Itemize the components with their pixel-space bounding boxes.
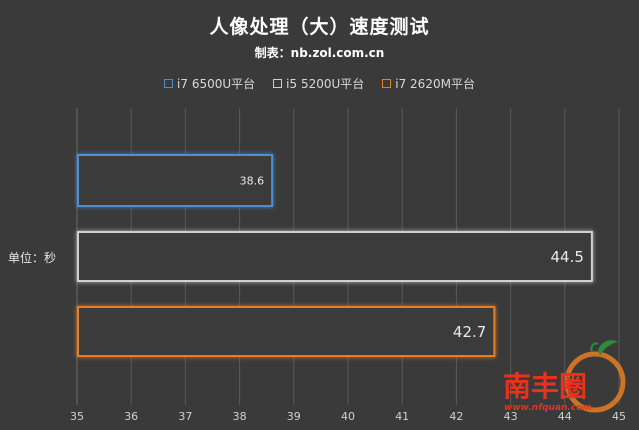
unit-label: 单位：秒 — [8, 251, 57, 265]
x-tick-label: 41 — [395, 410, 409, 423]
bar-value-label: 42.7 — [453, 323, 486, 341]
bar-1 — [77, 154, 274, 207]
bar-value-label: 38.6 — [240, 175, 265, 188]
x-tick-label: 44 — [558, 410, 572, 423]
legend-item-i5-5200u: i5 5200U平台 — [273, 75, 364, 92]
legend-swatch-icon — [273, 79, 283, 88]
x-tick-label: 39 — [287, 410, 301, 423]
x-tick-label: 37 — [178, 410, 192, 423]
legend-swatch-icon — [382, 79, 392, 88]
chart-subtitle: 制表：nb.zol.com.cn — [254, 46, 385, 60]
x-tick-label: 45 — [612, 410, 626, 423]
bar-3 — [77, 306, 496, 357]
x-tick-label: 38 — [233, 410, 247, 423]
bar-2 — [77, 231, 593, 282]
legend-item-i7-6500u: i7 6500U平台 — [164, 75, 255, 92]
legend-item-i7-2620m: i7 2620M平台 — [382, 75, 475, 92]
bars: 38.6 44.5 42.7 — [77, 154, 593, 357]
watermark-text: 南丰圈 — [503, 370, 587, 403]
legend-label: i7 2620M平台 — [395, 77, 475, 91]
legend-label: i7 6500U平台 — [177, 77, 256, 91]
x-tick-label: 43 — [504, 410, 518, 423]
nfquan-logo-icon: 南丰圈 www.nfquan.com — [503, 340, 626, 413]
legend: i7 6500U平台 i5 5200U平台 i7 2620M平台 — [0, 75, 639, 92]
chart-title: 人像处理（大）速度测试 — [209, 16, 430, 38]
legend-swatch-icon — [164, 79, 174, 88]
x-tick-label: 36 — [124, 410, 138, 423]
x-tick-label: 35 — [70, 410, 84, 423]
x-axis-ticks: 35 36 37 38 39 40 41 42 43 44 45 — [70, 410, 626, 423]
x-tick-label: 40 — [341, 410, 355, 423]
legend-label: i5 5200U平台 — [286, 77, 365, 91]
watermark-url: www.nfquan.com — [504, 403, 592, 413]
x-tick-label: 42 — [449, 410, 463, 423]
bar-value-label: 44.5 — [550, 248, 583, 266]
